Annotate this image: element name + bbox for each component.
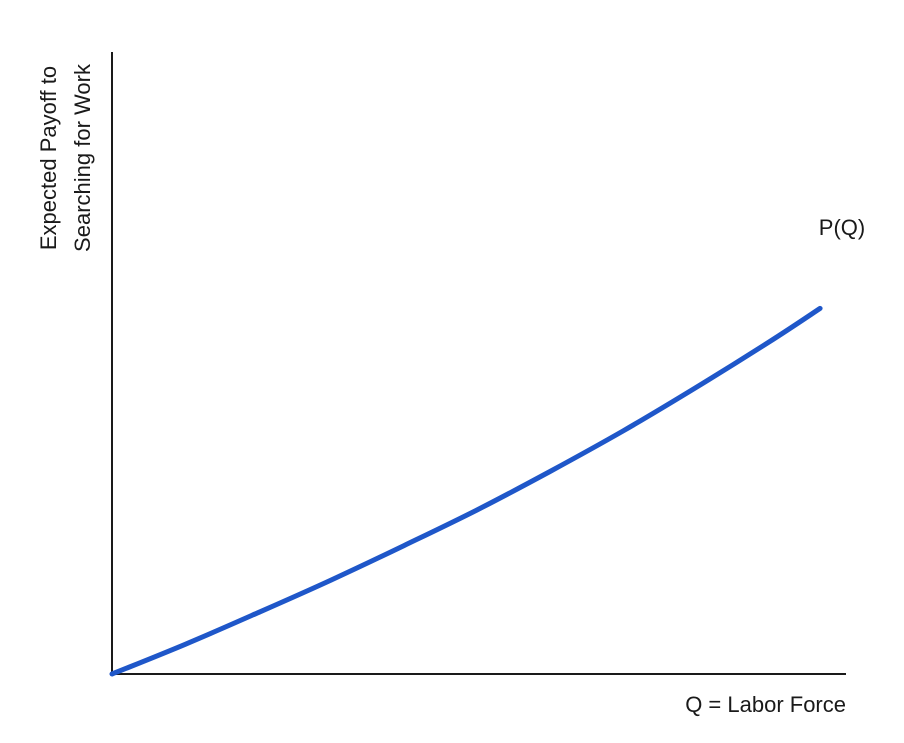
y-axis-label-line-2: Searching for Work: [70, 63, 95, 252]
payoff-curve-line: [112, 308, 820, 674]
y-axis-label: Expected Payoff to Searching for Work: [36, 63, 95, 252]
y-axis-label-line-1: Expected Payoff to: [36, 66, 61, 250]
curve-label: P(Q): [819, 215, 865, 240]
x-axis-label: Q = Labor Force: [685, 692, 846, 717]
